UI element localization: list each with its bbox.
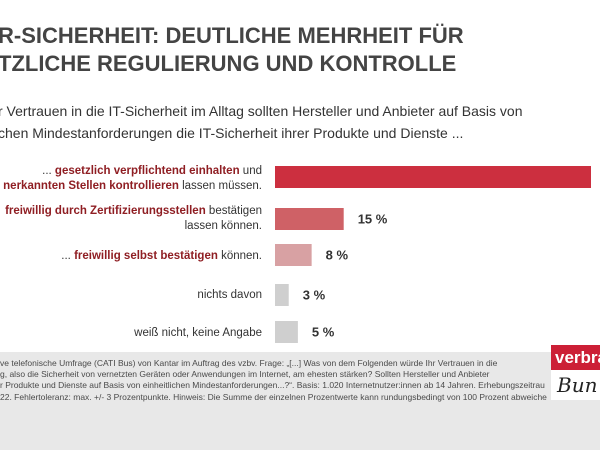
- chart-subtitle: r Vertrauen in die IT-Sicherheit im Allt…: [0, 103, 523, 141]
- row-label-4: nichts davon: [197, 288, 262, 303]
- row-label-1-bold2: nerkannten Stellen kontrollieren: [3, 180, 179, 192]
- logo-subline: Bun: [551, 370, 600, 400]
- bar-5: [275, 321, 298, 343]
- row-label-3-post: können.: [217, 250, 262, 262]
- row-label-1-pre: ...: [42, 165, 55, 177]
- bar-3: [275, 244, 312, 266]
- bar-chart: 15 % 8 % 3 % 5 %: [275, 166, 591, 343]
- logo-wordmark: verbrau: [551, 345, 600, 370]
- row-label-2-bold: freiwillig durch Zertifizierungsstellen: [5, 205, 206, 217]
- row-label-3-bold: freiwillig selbst bestätigen: [74, 250, 218, 262]
- bar-1: [275, 166, 591, 188]
- value-label-5: 5 %: [312, 325, 335, 340]
- bar-4: [275, 284, 289, 306]
- row-label-1: ... gesetzlich verpflichtend einhalten u…: [3, 164, 262, 194]
- row-label-1-post2: lassen müssen.: [178, 180, 262, 192]
- row-label-2-post: bestätigen: [205, 205, 262, 217]
- row-label-5-pre: weiß nicht, keine Angabe: [134, 327, 262, 339]
- row-label-5: weiß nicht, keine Angabe: [134, 326, 262, 341]
- methodology-note: ve telefonische Umfrage (CATI Bus) von K…: [0, 358, 547, 402]
- chart-title: R-SICHERHEIT: DEUTLICHE MEHRHEIT FÜR TZL…: [0, 23, 464, 76]
- row-label-2: freiwillig durch Zertifizierungsstellen …: [5, 204, 262, 234]
- value-label-4: 3 %: [303, 288, 326, 303]
- row-label-3: ... freiwillig selbst bestätigen können.: [61, 249, 262, 264]
- row-label-4-pre: nichts davon: [197, 289, 262, 301]
- row-label-1-post: und: [239, 165, 262, 177]
- bar-2: [275, 208, 344, 230]
- row-label-3-pre: ...: [61, 250, 75, 262]
- row-label-2-post2: lassen können.: [184, 220, 262, 232]
- row-label-1-bold: gesetzlich verpflichtend einhalten: [54, 165, 240, 177]
- value-label-3: 8 %: [326, 248, 349, 263]
- value-label-2: 15 %: [358, 212, 388, 227]
- footer: ve telefonische Umfrage (CATI Bus) von K…: [0, 352, 600, 450]
